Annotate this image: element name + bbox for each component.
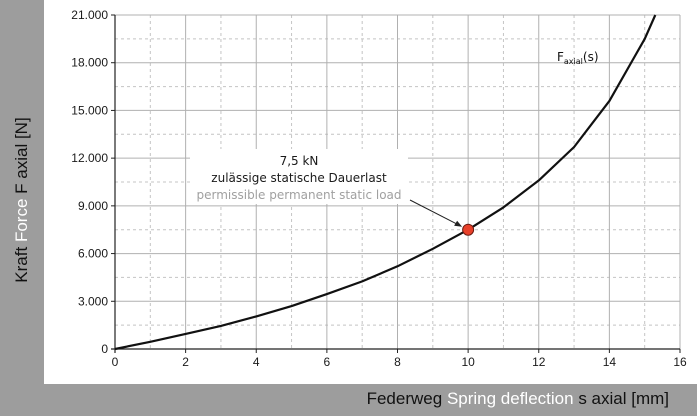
x-axis-label: Federweg Spring deflection s axial [mm] — [367, 389, 669, 409]
series-line-F-axial — [114, 14, 657, 351]
y-tick-label: 15.000 — [71, 103, 108, 117]
annotation-line-2: zulässige statische Dauerlast — [211, 171, 387, 185]
x-tick-label: 6 — [324, 355, 331, 369]
y-axis-label-en: Force — [12, 198, 31, 243]
x-tick-label: 14 — [603, 355, 617, 369]
tick-labels: 0 2 4 6 8 10 12 14 16 0 3.000 6.000 9.000 12.000 15.00… — [71, 8, 687, 369]
x-tick-label: 2 — [182, 355, 189, 369]
x-tick-label: 12 — [532, 355, 546, 369]
y-tick-label: 12.000 — [71, 151, 108, 165]
y-axis-label-de: Kraft — [12, 246, 31, 283]
x-tick-label: 16 — [673, 355, 687, 369]
series-label-suffix: (s) — [583, 50, 599, 64]
y-tick-label: 21.000 — [71, 8, 108, 22]
y-tick-label: 3.000 — [78, 294, 108, 308]
series-label-sub: axial — [564, 57, 583, 66]
x-tick-label: 4 — [253, 355, 260, 369]
y-tick-label: 9.000 — [78, 199, 108, 213]
y-axis-label: Kraft Force F axial [N] — [12, 117, 32, 282]
y-tick-label: 18.000 — [71, 56, 108, 70]
y-tick-label: 6.000 — [78, 247, 108, 261]
series-label-main: F — [557, 50, 564, 64]
x-tick-label: 8 — [394, 355, 401, 369]
x-axis-label-en: Spring deflection — [446, 389, 574, 408]
annotation-line-3: permissible permanent static load — [196, 188, 401, 202]
annotation-box — [190, 149, 408, 204]
annotation-marker — [462, 223, 475, 236]
annotation-arrow-line — [409, 199, 461, 227]
annotation-line-1: 7,5 kN — [280, 154, 319, 168]
series-group: Faxial(s) — [114, 14, 657, 351]
x-axis-label-unit: s axial [mm] — [578, 389, 669, 408]
y-tick-label: 0 — [101, 342, 108, 356]
axes — [111, 14, 681, 353]
series-label: Faxial(s) — [557, 50, 599, 66]
x-tick-label: 10 — [461, 355, 475, 369]
annotation-group: 7,5 kN zulässige statische Dauerlast permi… — [190, 149, 475, 236]
annotation-arrow-head — [454, 220, 463, 227]
y-axis-label-unit: F axial [N] — [12, 117, 31, 194]
x-axis-label-de: Federweg — [366, 389, 443, 408]
x-tick-label: 0 — [112, 355, 119, 369]
